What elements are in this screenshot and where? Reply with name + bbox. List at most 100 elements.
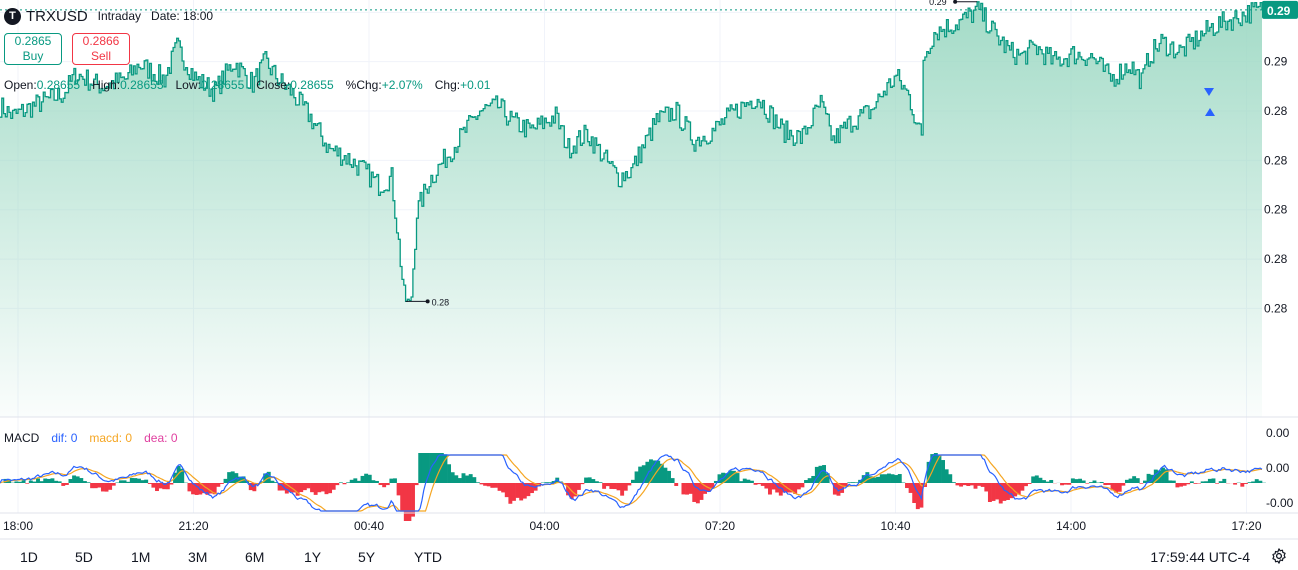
range-3m[interactable]: 3M bbox=[188, 549, 208, 565]
macd-histogram-bar bbox=[122, 480, 127, 483]
macd-histogram-bar bbox=[1182, 483, 1187, 486]
macd-histogram-bar bbox=[850, 482, 855, 483]
macd-histogram-bar bbox=[439, 453, 444, 483]
macd-histogram-bar bbox=[991, 483, 996, 501]
macd-histogram-bar bbox=[504, 483, 509, 498]
macd-histogram-bar bbox=[522, 483, 527, 499]
macd-histogram-bar bbox=[717, 474, 722, 483]
macd-histogram-bar bbox=[396, 483, 401, 496]
macd-histogram-bar bbox=[782, 483, 787, 493]
macd-histogram-bar bbox=[1016, 483, 1021, 495]
macd-histogram-bar bbox=[108, 483, 113, 490]
macd-histogram-bar bbox=[346, 482, 351, 483]
sell-price: 0.2866 bbox=[82, 34, 120, 48]
range-6m[interactable]: 6M bbox=[245, 549, 265, 565]
macd-histogram-bar bbox=[1164, 469, 1169, 483]
range-ytd[interactable]: YTD bbox=[414, 549, 442, 565]
macd-histogram-bar bbox=[1103, 483, 1108, 486]
macd-histogram-bar bbox=[292, 483, 296, 493]
macd-histogram-bar bbox=[1074, 479, 1079, 483]
macd-histogram-bar bbox=[147, 483, 152, 484]
macd-histogram-bar bbox=[461, 473, 466, 483]
macd-histogram-bar bbox=[1005, 483, 1010, 500]
macd-histogram-bar bbox=[897, 474, 902, 483]
macd-histogram-bar bbox=[1215, 483, 1220, 484]
macd-histogram-bar bbox=[1168, 480, 1173, 483]
range-5y[interactable]: 5Y bbox=[358, 549, 376, 565]
range-1m[interactable]: 1M bbox=[131, 549, 151, 565]
range-1y[interactable]: 1Y bbox=[304, 549, 322, 565]
range-5d[interactable]: 5D bbox=[75, 549, 93, 565]
ohlc-legend: Open:0.28655 High:0.28655 Low:0.28655 Cl… bbox=[4, 78, 490, 92]
macd-histogram-bar bbox=[1002, 483, 1007, 501]
macd-histogram-bar bbox=[187, 483, 192, 492]
macd-histogram-bar bbox=[594, 481, 599, 483]
macd-histogram-bar bbox=[165, 483, 170, 490]
macd-histogram-bar bbox=[310, 483, 314, 493]
macd-histogram-bar bbox=[162, 483, 167, 490]
macd-histogram-bar bbox=[50, 478, 55, 483]
macd-histogram-bar bbox=[306, 483, 311, 489]
macd-histogram-bar bbox=[501, 483, 506, 493]
macd-histogram-bar bbox=[638, 466, 643, 483]
macd-histogram-bar bbox=[551, 481, 556, 483]
macd-histogram-bar bbox=[591, 479, 596, 483]
macd-histogram-bar bbox=[1049, 479, 1054, 483]
buy-button[interactable]: 0.2865 Buy bbox=[4, 33, 62, 65]
macd-histogram-bar bbox=[39, 481, 44, 483]
macd-histogram-bar bbox=[890, 474, 895, 483]
range-1d[interactable]: 1D bbox=[20, 549, 38, 565]
macd-histogram-bar bbox=[454, 475, 459, 483]
macd-histogram-bar bbox=[1088, 482, 1093, 483]
macd-histogram-bar bbox=[18, 481, 22, 483]
macd-histogram-bar bbox=[447, 464, 452, 483]
sell-arrow-icon bbox=[1204, 88, 1214, 96]
macd-histogram-bar bbox=[364, 473, 369, 483]
macd-histogram-bar bbox=[692, 483, 697, 502]
macd-histogram-bar bbox=[905, 483, 909, 489]
symbol-name[interactable]: TRXUSD bbox=[26, 7, 88, 25]
macd-histogram-bar bbox=[1186, 483, 1191, 485]
macd-histogram-bar bbox=[342, 483, 347, 485]
macd-histogram-bar bbox=[688, 483, 693, 494]
low-value: 0.28655 bbox=[200, 78, 245, 92]
macd-histogram-bar bbox=[620, 483, 625, 496]
macd-histogram-bar bbox=[760, 483, 765, 486]
macd-histogram-bar bbox=[126, 481, 131, 483]
macd-histogram-bar bbox=[137, 478, 141, 483]
macd-histogram-bar bbox=[966, 483, 971, 486]
macd-histogram-bar bbox=[1070, 478, 1075, 483]
price-axis[interactable]: 0.290.290.280.280.280.280.280.29 bbox=[1262, 0, 1298, 316]
macd-histogram-bar bbox=[1211, 478, 1216, 483]
macd-histogram-bar bbox=[1067, 483, 1072, 485]
low-label: Low: bbox=[175, 78, 201, 92]
macd-histogram-bar bbox=[865, 472, 870, 483]
macd-histogram-bar bbox=[32, 481, 37, 483]
macd-histogram-bar bbox=[699, 483, 704, 500]
macd-histogram-bar bbox=[731, 470, 736, 483]
gear-icon[interactable] bbox=[1270, 547, 1288, 565]
time-tick-label: 17:20 bbox=[1231, 519, 1261, 533]
macd-title[interactable]: MACD bbox=[4, 431, 40, 445]
macd-histogram-bar bbox=[421, 453, 426, 483]
macd-histogram-bar bbox=[93, 483, 98, 489]
time-axis[interactable]: 18:00 21:20 00:40 04:00 07:20 10:40 14:00 17:20 bbox=[3, 519, 1262, 533]
macd-histogram-bar bbox=[962, 483, 967, 486]
macd-histogram-bar bbox=[86, 482, 91, 483]
macd-histogram-bar bbox=[876, 476, 881, 483]
macd-histogram-bar bbox=[219, 483, 224, 484]
interval-label[interactable]: Intraday bbox=[97, 9, 142, 23]
macd-histogram-bar bbox=[836, 483, 841, 496]
macd-histogram-bar bbox=[1240, 483, 1245, 487]
macd-histogram-bar bbox=[1153, 469, 1158, 483]
macd-histogram-bar bbox=[493, 483, 498, 488]
macd-histogram-bar bbox=[724, 473, 729, 483]
price-tick-label: 0.28 bbox=[1264, 301, 1288, 315]
macd-histogram-bar bbox=[530, 483, 534, 494]
macd-histogram-bar bbox=[825, 473, 830, 483]
macd-histogram-bar bbox=[1200, 481, 1205, 483]
macd-histogram-bar bbox=[158, 483, 163, 489]
sell-button[interactable]: 0.2866 Sell bbox=[72, 33, 130, 65]
macd-histogram-bar bbox=[100, 483, 105, 492]
